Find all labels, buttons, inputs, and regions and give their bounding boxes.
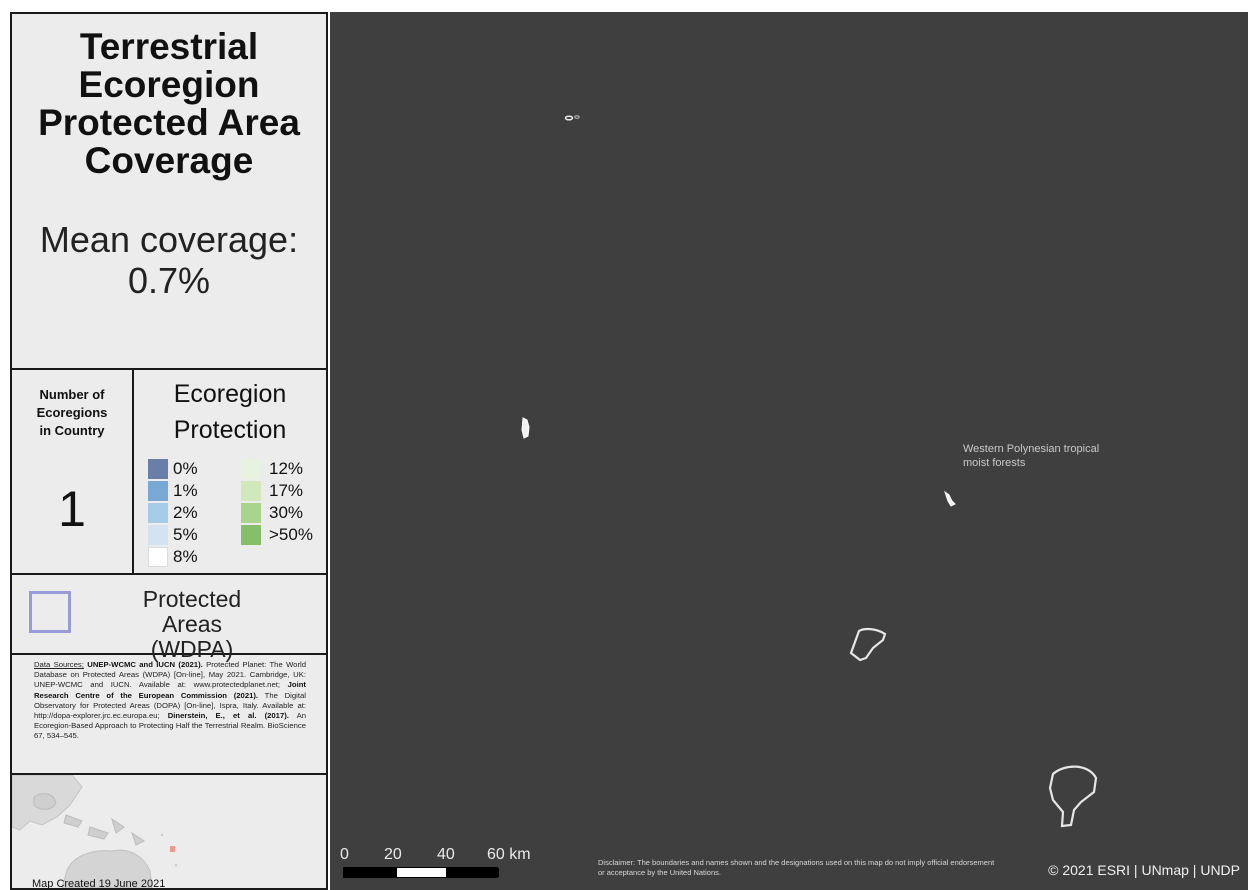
- map-title: Terrestrial Ecoregion Protected Area Cov…: [38, 26, 300, 181]
- legend-swatch-4: [148, 547, 168, 567]
- map-created-date: Map Created 19 June 2021: [32, 878, 166, 888]
- mean-coverage: Mean coverage: 0.7%: [39, 219, 299, 301]
- title-section: Terrestrial Ecoregion Protected Area Cov…: [12, 14, 326, 370]
- legend-swatch-5: [241, 459, 261, 479]
- source-author-3: Dinerstein, E., et al. (2017).: [167, 711, 289, 721]
- legend-swatch-0: [148, 459, 168, 479]
- island: [521, 417, 530, 439]
- scale-label-0: 0: [340, 846, 349, 863]
- legend-label-8: >50%: [269, 525, 313, 544]
- ecoregion-count-value: 1: [58, 481, 86, 537]
- locator-dot: [160, 833, 164, 837]
- legend-swatch-7: [241, 503, 261, 523]
- legend-panel: Terrestrial Ecoregion Protected Area Cov…: [10, 12, 328, 890]
- protected-area-symbol-icon: [29, 591, 71, 633]
- locator-landmass-australia: [61, 849, 153, 888]
- protected-areas-section: Protected Areas (WDPA): [12, 575, 326, 662]
- locator-country-highlight: [170, 846, 175, 852]
- source-text-2: The Digital Observatory for Protected Ar…: [34, 690, 306, 721]
- data-sources-text: Data Sources; UNEP-WCMC and IUCN (2021).…: [34, 660, 306, 742]
- protection-legend-title: Ecoregion Protection: [173, 380, 287, 444]
- scale-label-40: 40: [437, 846, 455, 863]
- disclaimer: Disclaimer: The boundaries and names sho…: [598, 858, 995, 877]
- scale-segment: [397, 868, 446, 877]
- legend-swatch-8: [241, 525, 261, 545]
- locator-islands: [33, 793, 145, 846]
- island: [1048, 765, 1098, 828]
- map-canvas[interactable]: Western Polynesian tropical moist forest…: [330, 12, 1248, 890]
- sources-intro: Data Sources;: [34, 660, 84, 669]
- island: [574, 115, 580, 119]
- locator-dot: [174, 863, 178, 867]
- ecoregion-section: Number of Ecoregions in Country 1 Ecoreg…: [12, 370, 326, 575]
- copyright: © 2021 ESRI | UNmap | UNDP: [1048, 862, 1240, 878]
- data-sources-section: Data Sources; UNEP-WCMC and IUCN (2021).…: [12, 655, 326, 775]
- island: [849, 627, 887, 662]
- legend-label-7: 30%: [269, 503, 304, 522]
- legend-label-6: 17%: [269, 481, 304, 500]
- ecoregion-label: Western Polynesian tropical moist forest…: [963, 443, 1100, 469]
- scale-label-20: 20: [384, 846, 402, 863]
- source-text-3: An Ecoregion-Based Approach to Protectin…: [34, 711, 306, 741]
- scale-segment: [344, 868, 397, 877]
- source-text-1: Protected Planet: The World Database on …: [34, 660, 307, 690]
- locator-map-section: Map Created 19 June 2021: [12, 775, 326, 888]
- legend-swatch-2: [148, 503, 168, 523]
- legend-label-2: 2%: [173, 503, 198, 522]
- legend-swatch-1: [148, 481, 168, 501]
- scale-bar: [343, 867, 499, 878]
- scale-label-60: 60 km: [487, 846, 531, 863]
- legend-label-0: 0%: [173, 459, 198, 478]
- legend-swatch-3: [148, 525, 168, 545]
- island-shapes: [521, 115, 1098, 828]
- legend-label-4: 8%: [173, 547, 198, 566]
- island: [944, 490, 956, 507]
- ecoregion-count-label: Number of Ecoregions in Country: [36, 387, 108, 438]
- source-author-1: UNEP-WCMC and IUCN (2021).: [87, 660, 203, 669]
- ecoregion-count-box: Number of Ecoregions in Country 1: [12, 370, 134, 573]
- legend-label-5: 12%: [269, 459, 304, 478]
- locator-map: [12, 775, 178, 888]
- island: [564, 115, 574, 121]
- legend-label-3: 5%: [173, 525, 198, 544]
- source-author-2: Joint Research Centre of the European Co…: [34, 680, 306, 700]
- legend-label-1: 1%: [173, 481, 198, 500]
- scale-segment: [446, 868, 499, 877]
- legend-swatch-6: [241, 481, 261, 501]
- protected-areas-label: Protected Areas (WDPA): [142, 586, 242, 662]
